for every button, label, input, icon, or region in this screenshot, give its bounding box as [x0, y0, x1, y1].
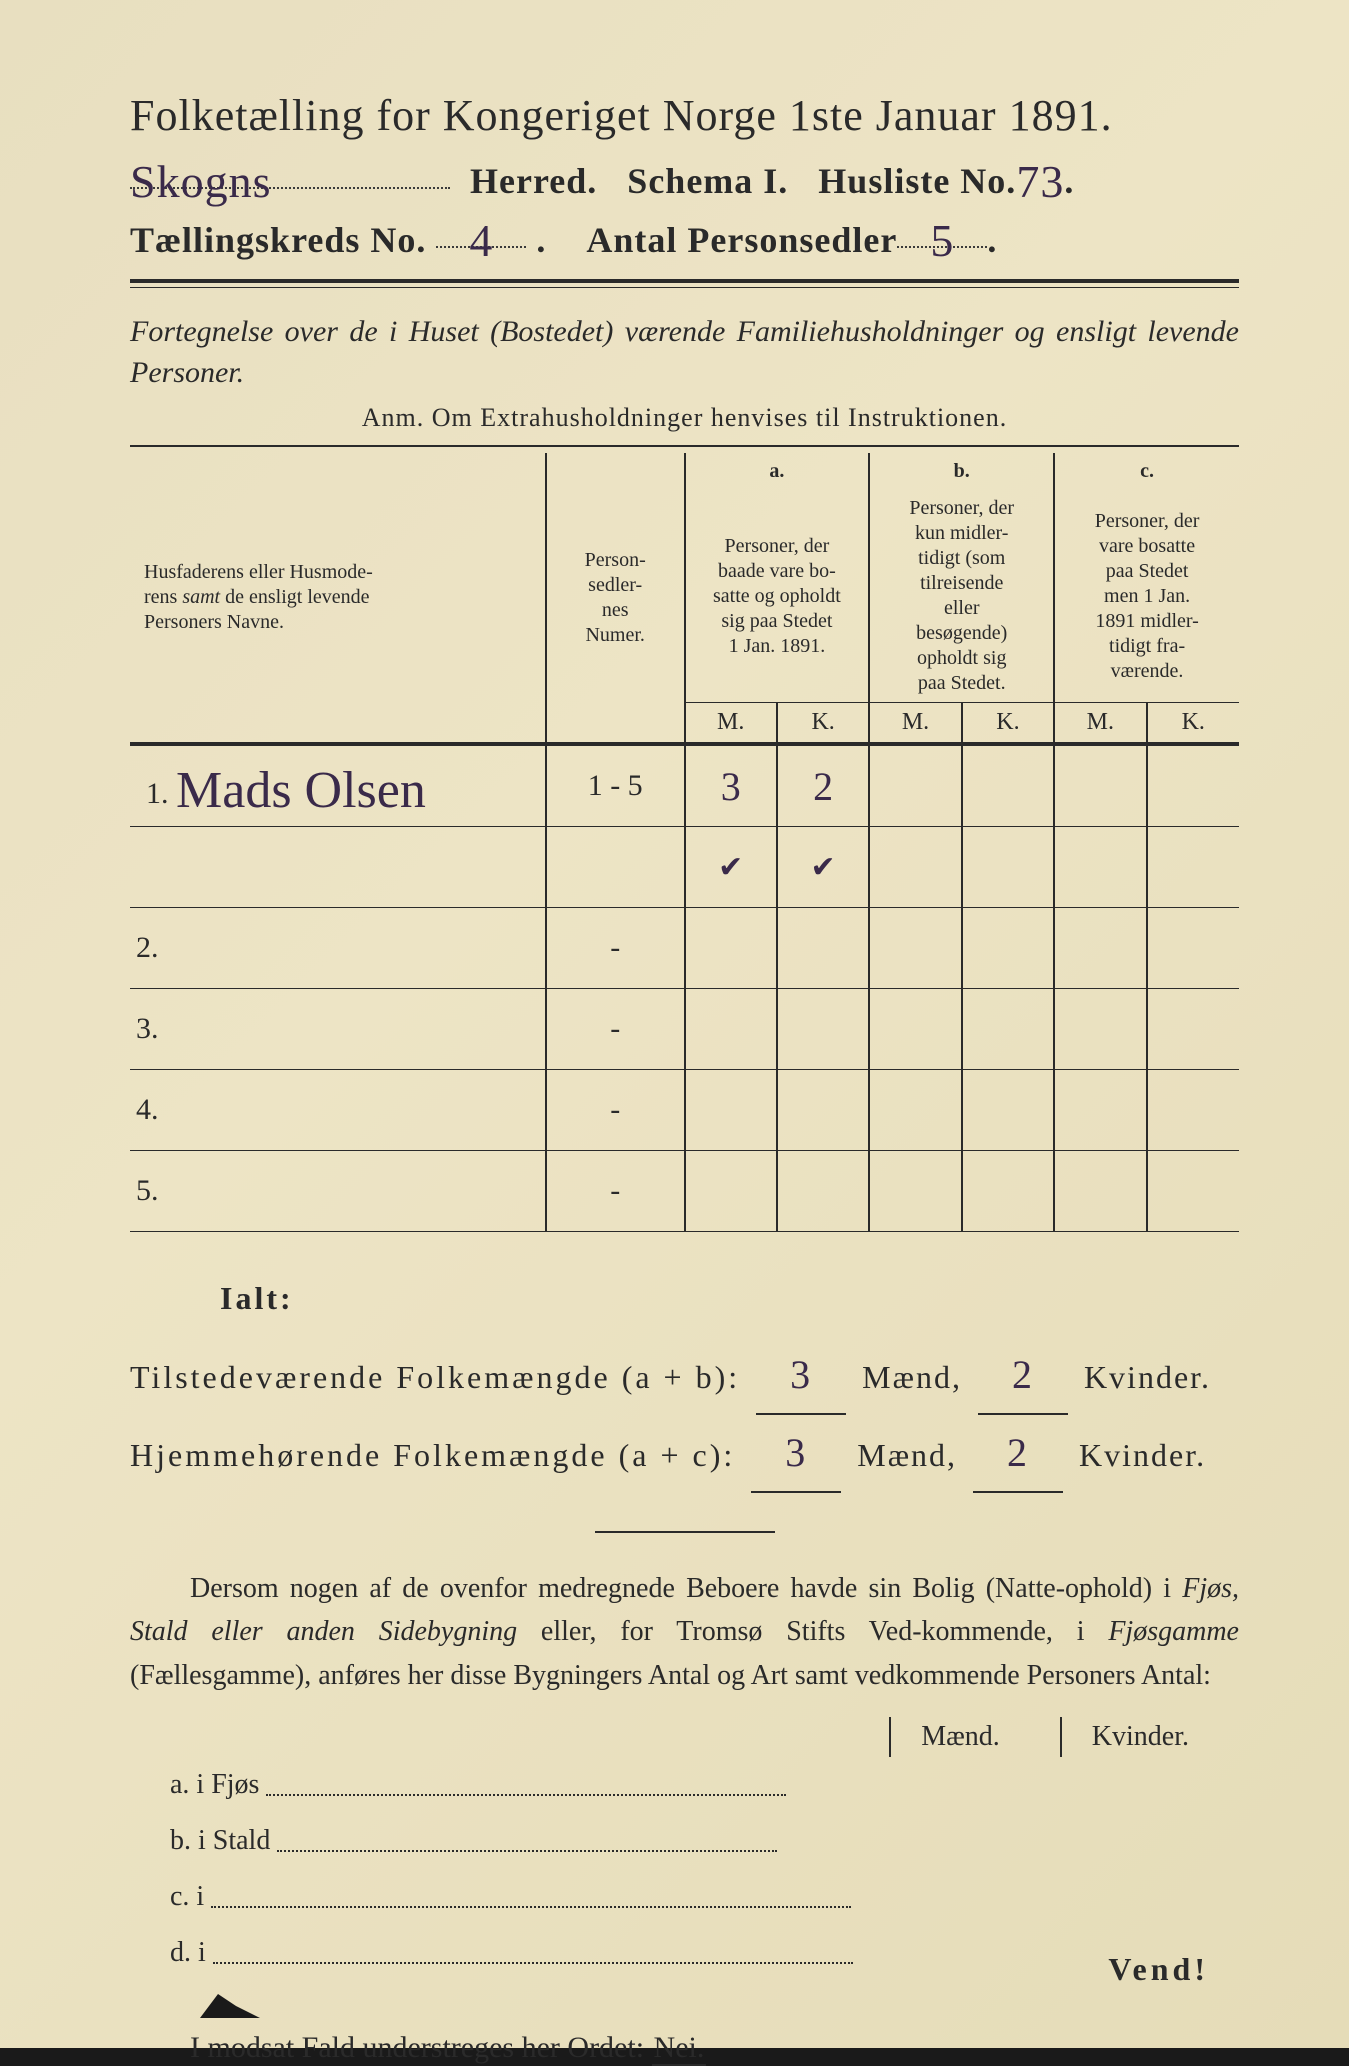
modsat-text: I modsat Fald understreges her Ordet:	[190, 2031, 644, 2064]
husliste-no-handwritten: 73	[1016, 156, 1064, 207]
sedler-cell: -	[546, 1070, 685, 1151]
tilstede-k: 2	[1012, 1352, 1034, 1397]
divider	[130, 445, 1239, 447]
anm-note: Anm. Om Extrahusholdninger henvises til …	[130, 403, 1239, 433]
building-list: a. i Fjøs b. i Stald c. i d. i	[170, 1757, 1239, 1981]
building-paragraph: Dersom nogen af de ovenfor medregnede Be…	[130, 1567, 1239, 1697]
person-name-handwritten: Mads Olsen	[176, 762, 426, 819]
subtitle: Fortegnelse over de i Huset (Bostedet) v…	[130, 312, 1239, 393]
col-c-label: c.	[1054, 453, 1239, 490]
col-a-text: Personer, derbaade vare bo-satte og opho…	[685, 490, 870, 703]
row-num: 3.	[130, 989, 546, 1070]
table-row: 3. -	[130, 989, 1239, 1070]
mk-header: Mænd. Kvinder.	[889, 1717, 1239, 1757]
sedler-cell: 1 - 5	[546, 744, 685, 827]
kreds-label: Tællingskreds No.	[130, 220, 426, 260]
col-c-k: K.	[1147, 703, 1239, 745]
census-form-page: Folketælling for Kongeriget Norge 1ste J…	[0, 0, 1349, 2048]
col-b-m: M.	[869, 703, 961, 745]
antal-label: Antal Personsedler	[586, 220, 897, 260]
row-num: 5.	[130, 1151, 546, 1232]
row-num: 4.	[130, 1070, 546, 1151]
nei-underlined: Nei.	[652, 2031, 707, 2066]
maend-label: Mænd,	[862, 1359, 962, 1395]
building-list-block: Mænd. Kvinder.	[130, 1717, 1239, 1757]
page-title: Folketælling for Kongeriget Norge 1ste J…	[130, 90, 1239, 141]
kvinder-label: Kvinder.	[1079, 1437, 1206, 1473]
maend-header: Mænd.	[891, 1717, 1030, 1757]
row-num: 2.	[130, 908, 546, 989]
kvinder-label: Kvinder.	[1084, 1359, 1211, 1395]
sedler-cell: -	[546, 989, 685, 1070]
cell-a-m: 3	[721, 764, 741, 809]
checkmark-icon: ✔	[811, 851, 836, 884]
totals-block: Ialt: Tilstedeværende Folkemængde (a + b…	[130, 1268, 1239, 1493]
col-b-k: K.	[962, 703, 1054, 745]
col-a-m: M.	[685, 703, 777, 745]
table-row: 4. -	[130, 1070, 1239, 1151]
table-row: ✔ ✔	[130, 827, 1239, 908]
col-c-text: Personer, dervare bosattepaa Stedetmen 1…	[1054, 490, 1239, 703]
list-item: a. i Fjøs	[170, 1757, 1239, 1813]
divider	[130, 279, 1239, 288]
sedler-cell: -	[546, 908, 685, 989]
cell-a-k: 2	[813, 764, 833, 809]
list-item: b. i Stald	[170, 1813, 1239, 1869]
table-row: 5. -	[130, 1151, 1239, 1232]
table-row: 1. Mads Olsen 1 - 5 3 2	[130, 744, 1239, 827]
hjemme-k: 2	[1007, 1430, 1029, 1475]
tilstede-label: Tilstedeværende Folkemængde (a + b):	[130, 1359, 740, 1395]
list-item: c. i	[170, 1869, 1239, 1925]
header-line-3: Tællingskreds No. 4 . Antal Personsedler…	[130, 210, 1239, 261]
col-header-sedler: Person-sedler-nesNumer.	[546, 453, 685, 744]
sedler-cell: -	[546, 1151, 685, 1232]
row-num: 1.	[140, 777, 169, 810]
divider	[595, 1531, 775, 1533]
header-line-2: Skogns Herred. Schema I. Husliste No.73.	[130, 151, 1239, 204]
husliste-label: Husliste No.	[818, 161, 1016, 201]
col-a-k: K.	[777, 703, 869, 745]
col-b-label: b.	[869, 453, 1054, 490]
checkmark-icon: ✔	[718, 851, 743, 884]
antal-handwritten: 5	[930, 215, 954, 266]
col-c-m: M.	[1054, 703, 1146, 745]
col-a-label: a.	[685, 453, 870, 490]
col-b-text: Personer, derkun midler-tidigt (somtilre…	[869, 490, 1054, 703]
schema-label: Schema I.	[627, 161, 788, 201]
hjemme-label: Hjemmehørende Folkemængde (a + c):	[130, 1437, 735, 1473]
list-item: d. i	[170, 1925, 1239, 1981]
kreds-no-handwritten: 4	[469, 215, 493, 266]
herred-label: Herred.	[470, 161, 597, 201]
maend-label: Mænd,	[857, 1437, 957, 1473]
kvinder-header: Kvinder.	[1060, 1717, 1219, 1757]
herred-name-handwritten: Skogns	[130, 156, 271, 207]
census-table: Husfaderens eller Husmode-rens samt de e…	[130, 453, 1239, 1232]
hjemme-m: 3	[785, 1430, 807, 1475]
col-header-names: Husfaderens eller Husmode-rens samt de e…	[130, 453, 546, 744]
table-row: 2. -	[130, 908, 1239, 989]
tilstede-m: 3	[790, 1352, 812, 1397]
ialt-label: Ialt:	[220, 1268, 1239, 1329]
vend-label: Vend!	[1108, 1951, 1209, 1988]
page-tear	[200, 1988, 260, 2018]
